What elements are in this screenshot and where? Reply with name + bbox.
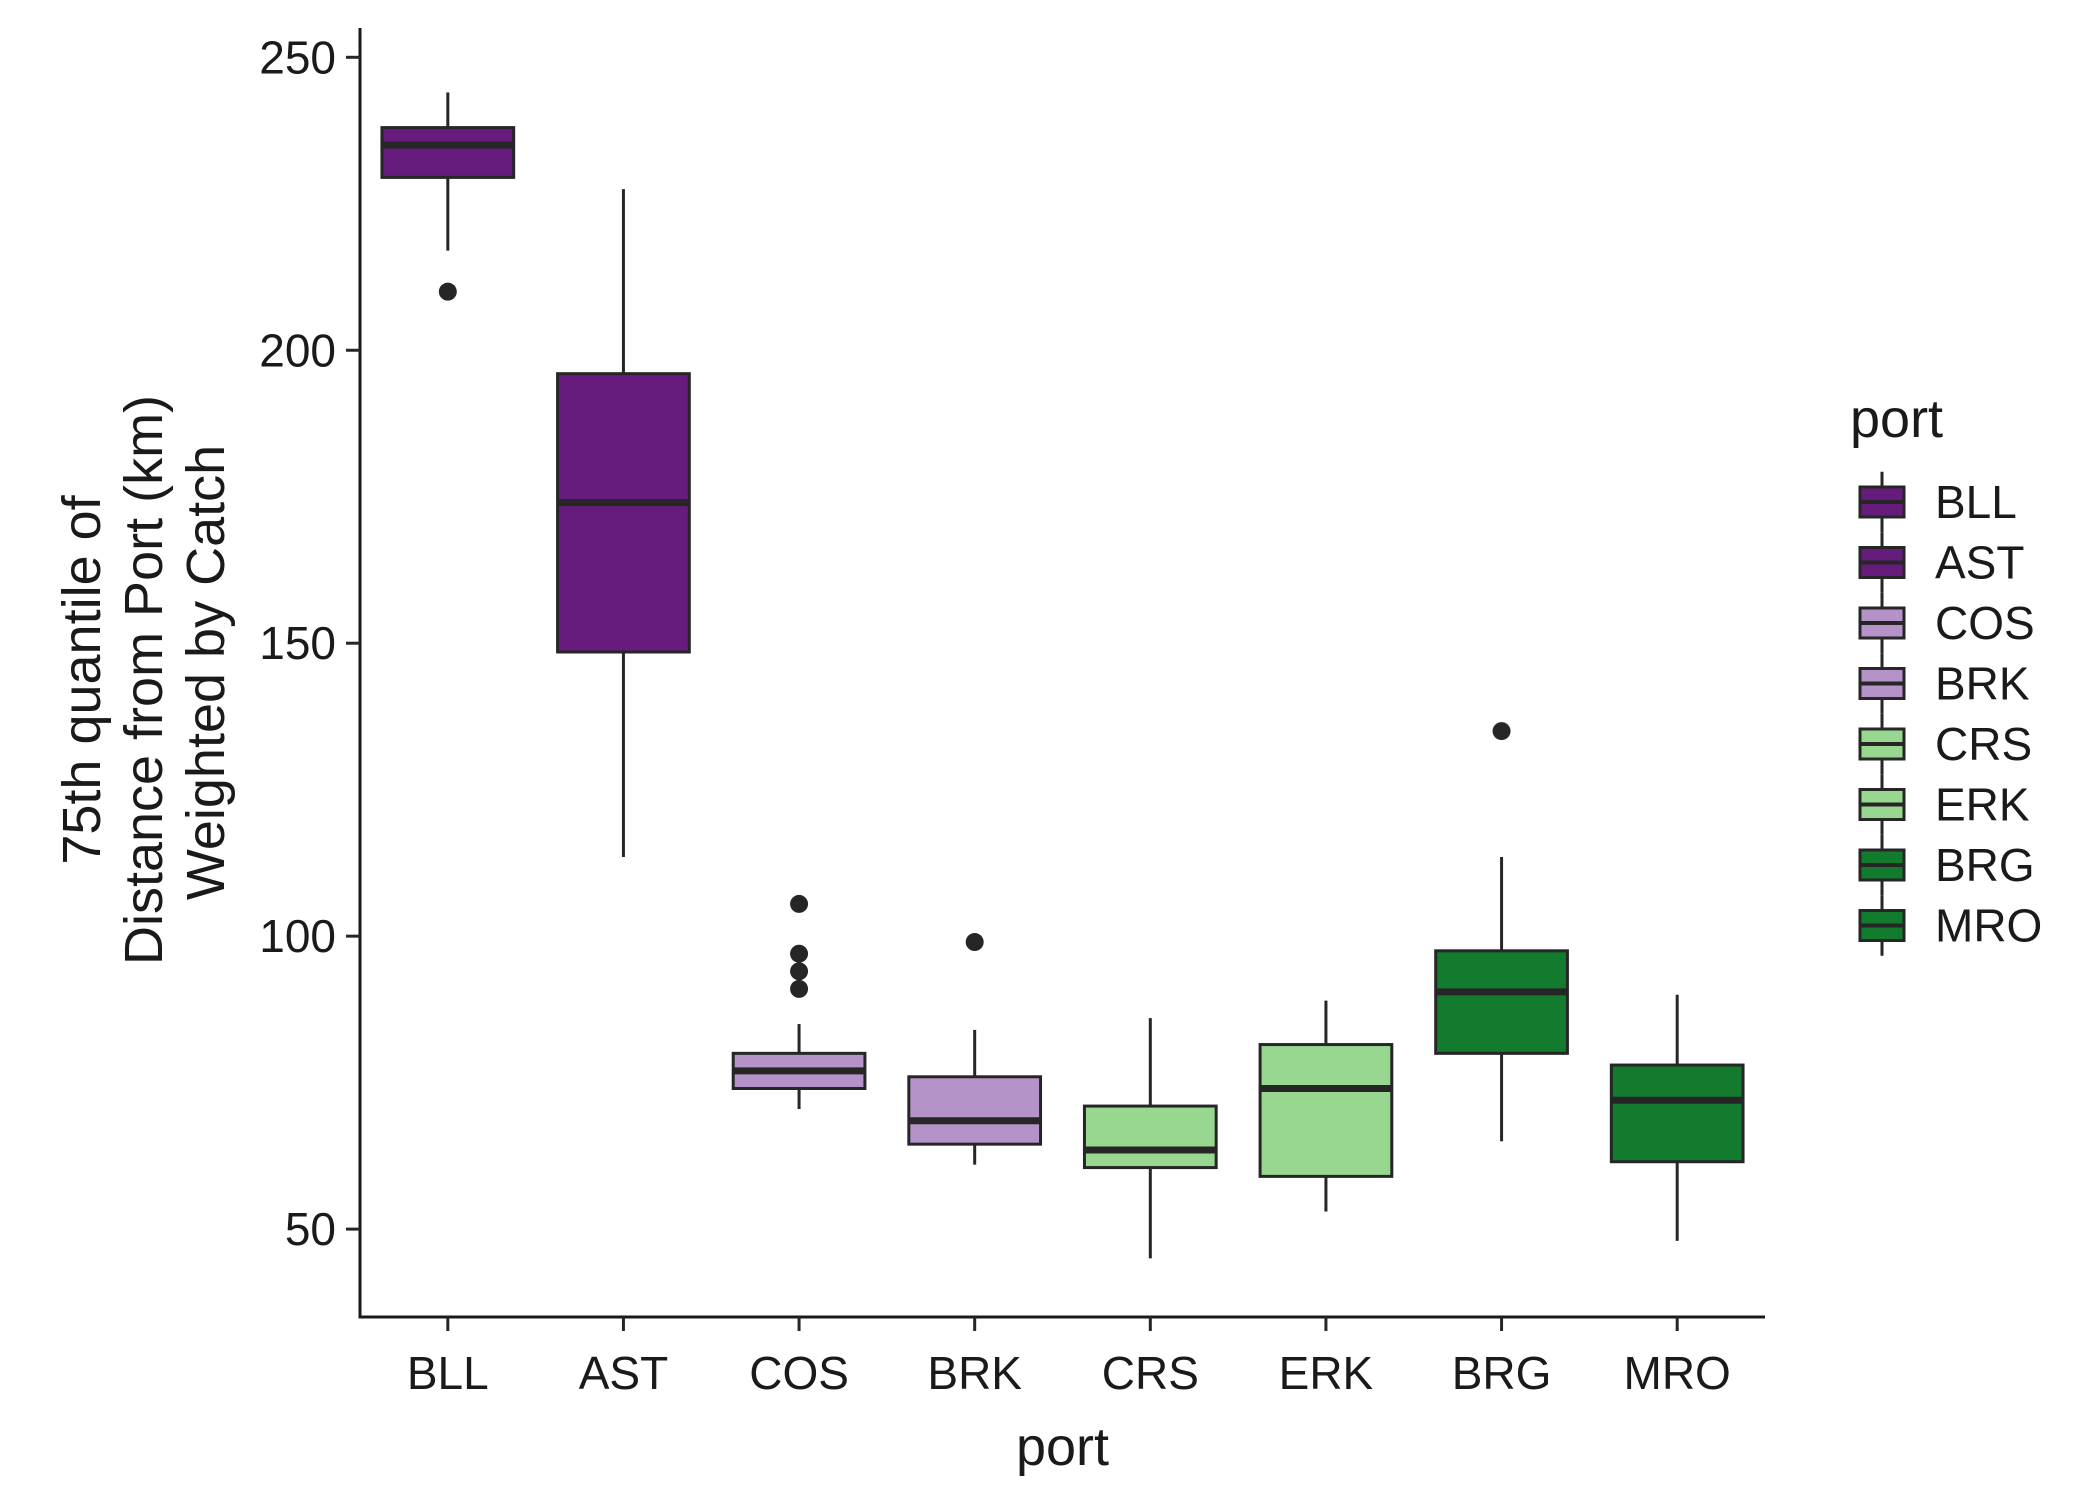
plot-area	[380, 92, 1745, 1259]
box-ast	[556, 189, 691, 858]
box-mro	[1609, 994, 1745, 1241]
x-tick-label: ERK	[1279, 1347, 1374, 1399]
box-cos	[731, 894, 867, 1110]
x-axis-ticks: BLL AST COS BRK CRS ERK BRG MRO	[407, 1317, 1731, 1399]
legend-item-erk: ERK	[1858, 774, 2030, 835]
box-iqr	[1258, 1043, 1394, 1178]
box-brg	[1434, 722, 1569, 1142]
legend-label: BLL	[1935, 476, 2017, 528]
legend-label: CRS	[1935, 718, 2032, 770]
box-iqr	[1609, 1063, 1745, 1164]
legend-item-bll: BLL	[1858, 471, 2017, 533]
legend-label: BRG	[1935, 839, 2035, 891]
x-tick-label: BLL	[407, 1347, 489, 1399]
y-axis-ticks: 50 100 150 200 250	[259, 31, 360, 1255]
x-tick-label: CRS	[1102, 1347, 1199, 1399]
box-iqr	[380, 126, 516, 179]
y-axis-title: 75th quantile of Distance from Port (km)…	[52, 380, 236, 965]
outlier-point	[1492, 722, 1511, 741]
legend-item-brk: BRK	[1858, 653, 2030, 714]
y-axis-title-line-3: Weighted by Catch	[176, 445, 236, 900]
legend-label: ERK	[1935, 779, 2030, 831]
y-tick-label: 250	[259, 31, 336, 83]
outlier-point	[438, 282, 457, 301]
y-axis-title-line-1: 75th quantile of	[52, 494, 112, 864]
x-tick-label: MRO	[1624, 1347, 1731, 1399]
x-tick-label: BRK	[927, 1347, 1022, 1399]
x-axis-title: port	[1016, 1417, 1109, 1477]
y-tick-label: 100	[259, 910, 336, 962]
legend-label: COS	[1935, 597, 2035, 649]
legend-label: MRO	[1935, 900, 2042, 952]
legend-item-crs: CRS	[1858, 713, 2032, 775]
legend-label: AST	[1935, 537, 2024, 589]
legend: port BLL AST COS BRK CRS ERK BRG MRO	[1850, 389, 2042, 956]
y-axis-title-line-2: Distance from Port (km)	[114, 395, 174, 965]
legend-items: BLL AST COS BRK CRS ERK BRG MRO	[1858, 471, 2042, 956]
outlier-point	[790, 979, 809, 998]
legend-item-cos: COS	[1858, 592, 2035, 654]
y-tick-label: 150	[259, 617, 336, 669]
y-tick-label: 50	[285, 1203, 336, 1255]
x-tick-label: AST	[579, 1347, 668, 1399]
legend-item-mro: MRO	[1858, 895, 2042, 956]
legend-item-ast: AST	[1858, 532, 2024, 593]
box-erk	[1258, 1000, 1394, 1212]
legend-label: BRK	[1935, 658, 2030, 710]
outlier-point	[790, 944, 809, 963]
x-tick-label: BRG	[1452, 1347, 1552, 1399]
outlier-point	[965, 933, 984, 952]
y-tick-label: 200	[259, 324, 336, 376]
box-bll	[380, 92, 516, 301]
outlier-point	[790, 962, 809, 981]
x-tick-label: COS	[749, 1347, 849, 1399]
legend-title: port	[1850, 389, 1943, 449]
box-iqr	[907, 1075, 1043, 1146]
box-iqr	[556, 372, 691, 654]
box-crs	[1082, 1018, 1218, 1259]
box-iqr	[1082, 1104, 1218, 1170]
outlier-point	[790, 894, 809, 913]
legend-item-brg: BRG	[1858, 834, 2035, 896]
box-brk	[907, 933, 1043, 1165]
box-iqr	[1434, 949, 1569, 1055]
